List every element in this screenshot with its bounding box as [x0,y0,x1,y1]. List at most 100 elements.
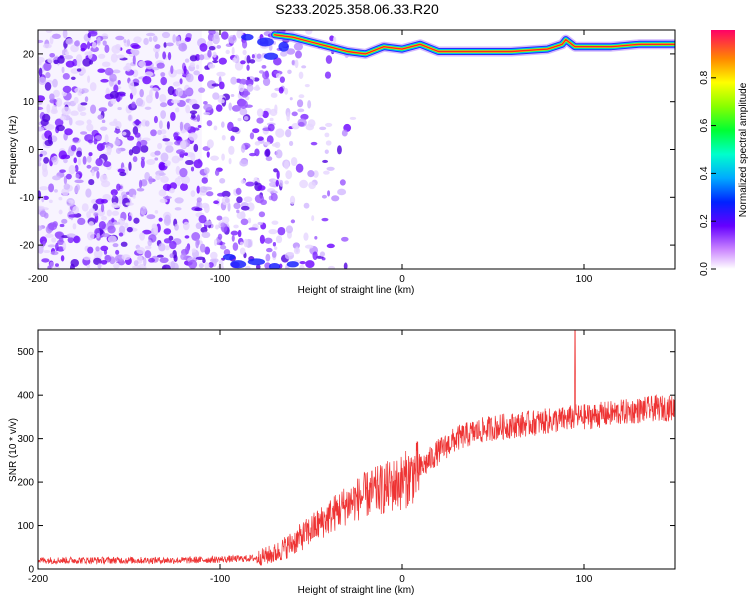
spectrogram-noise-blob [271,251,277,258]
spectrogram-noise-blob [290,156,298,167]
spectrogram-noise-blob [198,263,204,269]
spectrogram-noise-blob [66,233,76,238]
spectrogram-noise-blob [133,217,140,224]
spectrogram-noise-blob [83,256,91,261]
spectrogram-noise-blob [240,218,249,226]
spectrogram-noise-blob [285,225,294,234]
spectrogram-noise-blob [220,222,226,228]
top-x-label: Height of straight line (km) [298,285,415,296]
spectrogram-noise-blob [126,39,131,47]
spectrogram-noise-blob [150,129,157,137]
spectrogram-noise-blob [188,259,198,269]
spectrogram-noise-blob [195,222,202,230]
spectrogram-noise-blob [61,106,71,116]
spectrogram-noise-blob [240,144,246,153]
spectrogram-noise-blob [113,84,119,93]
spectrogram-noise-blob [164,141,174,146]
spectrogram-noise-blob [203,103,213,111]
spectrogram-noise-blob [206,139,214,149]
spectrogram-noise-blob [107,235,117,243]
spectrogram-noise-blob [80,42,88,51]
spectrogram-noise-blob [307,100,312,109]
spectrogram-noise-blob [133,260,139,267]
spectrogram-noise-blob [184,88,194,96]
spectrogram-noise-blob [212,92,220,100]
spectrogram-noise-blob [193,143,199,153]
spectrogram-noise-blob [286,251,295,256]
spectrogram-noise-blob [52,175,61,181]
bottom-y-label: SNR (10 * v/v) [8,418,19,482]
spectrogram-noise-blob [212,34,220,45]
spectrogram-noise-blob [206,191,214,197]
spectrogram-noise-blob [247,258,266,266]
spectrogram-noise-blob [42,195,49,201]
spectrogram-noise-blob [249,59,256,64]
spectrogram-noise-blob [43,156,50,164]
spectrogram-noise-blob [247,217,252,224]
spectrogram-noise-blob [230,76,238,85]
spectrogram-noise-blob [257,136,264,141]
spectrogram-noise-blob [210,251,218,260]
spectrogram-noise-blob [162,51,167,60]
spectrogram-noise-blob [196,114,201,122]
spectrogram-noise-blob [80,88,89,94]
spectrogram-noise-blob [275,128,285,138]
spectrogram-noise-blob [53,59,59,65]
spectrogram-noise-blob [212,60,219,64]
spectrogram-noise-blob [121,131,127,136]
spectrogram-noise-blob [50,251,59,256]
spectrogram-noise-blob [271,220,279,225]
spectrogram-noise-blob [169,240,177,250]
spectrogram-noise-blob [325,140,332,146]
spectrogram-noise-blob [140,158,145,169]
spectrogram-noise-blob [170,65,174,75]
spectrogram-noise-blob [206,80,217,89]
spectrogram-noise-blob [321,217,329,222]
spectrogram-noise-blob [262,71,270,80]
spectrogram-noise-blob [198,87,206,93]
spectrogram-noise-blob [62,30,68,39]
spectrogram-noise-blob [144,106,152,110]
spectrogram-noise-blob [93,257,102,266]
spectrogram-noise-blob [278,41,289,52]
spectrogram-noise-blob [88,221,94,227]
spectrogram-noise-blob [116,183,121,191]
spectrogram-noise-blob [178,42,188,52]
spectrogram-noise-blob [193,70,200,76]
spectrogram-noise-blob [96,170,100,179]
spectrogram-noise-blob [77,103,84,113]
spectrogram-noise-blob [289,140,294,147]
spectrogram-noise-blob [139,206,147,216]
spectrogram-noise-blob [59,169,66,173]
spectrogram-noise-blob [103,161,112,168]
spectrogram-noise-blob [61,66,65,74]
spectrogram-noise-blob [242,49,247,56]
spectrogram-noise-blob [179,121,184,131]
spectrogram-noise-blob [243,238,249,248]
spectrogram-noise-blob [91,169,95,177]
spectrogram-noise-blob [174,197,184,204]
spectrogram-noise-blob [88,152,93,157]
spectrogram-noise-blob [230,93,235,97]
spectrogram-noise-blob [93,212,99,217]
spectrogram-noise-blob [228,102,233,111]
spectrogram-noise-blob [248,152,257,157]
spectrogram-noise-blob [245,181,255,187]
spectrogram-noise-blob [189,55,198,62]
spectrogram-noise-blob [48,183,55,193]
spectrogram-noise-blob [245,265,251,269]
spectrogram-noise-blob [145,32,156,37]
spectrogram-noise-blob [147,239,152,247]
spectrogram-noise-blob [276,170,280,180]
spectrogram-noise-blob [39,186,49,191]
spectrogram-noise-blob [51,237,57,243]
spectrogram-noise-blob [203,100,208,105]
spectrogram-noise-blob [299,179,308,189]
bottom-y-ticks: 0 100 200 300 400 500 [17,347,675,576]
spectrogram-noise-blob [87,75,91,83]
spectrogram-noise-blob [84,96,89,103]
spectrogram-noise-blob [152,35,158,42]
spectrogram-noise-blob [119,93,126,97]
spectrogram-noise-blob [61,49,65,56]
spectrogram-noise-blob [95,198,105,205]
